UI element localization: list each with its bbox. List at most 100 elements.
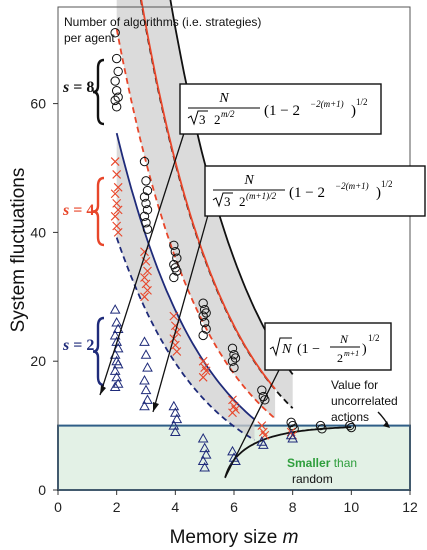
point-s8 (169, 272, 179, 283)
point-s8 (110, 95, 120, 106)
formula-2-paren: (1 − 2 (289, 185, 325, 201)
formula-2-num: N (243, 173, 254, 188)
formula-1-exp: m/2 (221, 109, 235, 119)
band-s4 (116, 0, 276, 419)
point-s4 (110, 211, 120, 221)
point-s8 (257, 385, 267, 395)
point-s2 (257, 439, 269, 449)
y-tick-label: 40 (30, 224, 46, 240)
s-var: s (62, 337, 69, 354)
point-s8 (198, 311, 208, 321)
s-value: = 2 (69, 337, 94, 354)
s-value: = 8 (69, 79, 94, 96)
x-axis-title-var: m (283, 527, 299, 548)
point-s2 (171, 413, 183, 424)
point-s8 (170, 247, 181, 257)
point-s2 (139, 375, 150, 385)
random-label: random (292, 472, 333, 486)
limit-curve (224, 426, 352, 478)
pointer-f1 (99, 129, 186, 396)
than-word: than (330, 456, 357, 470)
point-s2 (109, 304, 121, 314)
point-s2 (142, 362, 153, 372)
point-s2 (168, 420, 180, 430)
point-s8 (142, 224, 153, 234)
formula-2-pexp: −2(m+1) (335, 181, 369, 191)
formula-3-outer: 1/2 (368, 333, 380, 343)
point-s4 (228, 408, 237, 418)
point-s8 (201, 308, 211, 318)
point-s8 (113, 66, 123, 77)
point-s4 (110, 189, 120, 199)
point-s2 (169, 426, 181, 437)
point-s8 (199, 317, 210, 328)
brace-0 (92, 58, 105, 126)
point-s4 (143, 285, 152, 295)
pointer-f2 (152, 214, 209, 413)
point-s8 (198, 298, 208, 308)
point-s2 (199, 461, 211, 472)
brace-1 (92, 176, 105, 247)
band-s8 (140, 0, 293, 409)
point-s2 (197, 455, 209, 466)
point-s8 (142, 205, 153, 215)
curve-lower-s2 (115, 237, 255, 441)
x-tick-label: 0 (54, 499, 62, 515)
formula-2-root: 3 (224, 194, 231, 209)
uncorrelated-arrowhead (383, 421, 390, 428)
formula-1-outer: 1/2 (356, 97, 368, 107)
formula-1-box (179, 83, 382, 135)
curve-upper-s4 (140, 0, 276, 390)
point-s8 (139, 192, 150, 202)
point-s2 (142, 394, 153, 404)
formula-3-den: 2 (337, 351, 343, 365)
point-s2 (109, 381, 121, 391)
formula-3-close: ) (362, 342, 367, 357)
pointer-f1-arrow (100, 385, 106, 395)
point-s8 (141, 176, 151, 186)
point-s4 (143, 266, 152, 276)
formula-1: N3 2 m/2 (1 − 2 −2(m+1))1/2 (179, 83, 382, 135)
pointer-f3 (224, 367, 281, 479)
x-tick-label: 2 (113, 499, 121, 515)
point-s2 (139, 336, 150, 346)
point-s8 (317, 424, 327, 434)
formula-1-pexp: −2(m+1) (310, 99, 344, 109)
point-s2 (200, 449, 212, 459)
smaller-than-label: Smaller than (287, 456, 357, 470)
x-axis-title-text: Memory size (170, 527, 283, 548)
formula-2-box (204, 165, 426, 217)
point-s8 (142, 185, 153, 196)
formula-3-num: N (339, 332, 349, 346)
formula-1-base: 2 (214, 112, 221, 127)
point-s8 (113, 92, 123, 102)
formula-2: N3 2 (m+1)/2 (1 − 2 −2(m+1))1/2 (204, 165, 426, 217)
point-s8 (141, 218, 151, 228)
point-s4 (112, 170, 122, 179)
point-s8 (345, 420, 355, 431)
curve-upper-s2 (115, 132, 256, 421)
point-s2 (109, 329, 121, 340)
top-note-line1: Number of algorithms (i.e. strategies) (64, 15, 261, 29)
point-s2 (111, 371, 123, 382)
point-s2 (112, 342, 124, 353)
x-tick-label: 12 (402, 499, 418, 515)
x-tick-label: 4 (171, 499, 179, 515)
point-s8 (110, 28, 120, 38)
point-s8 (227, 356, 238, 366)
point-s8 (229, 362, 239, 373)
point-s2 (139, 400, 150, 411)
point-s8 (346, 422, 357, 433)
point-s4 (169, 311, 179, 321)
pointer-f2-arrow (153, 402, 159, 412)
curve-upper-s8 (169, 0, 294, 375)
formula-2-exp: (m+1)/2 (246, 191, 277, 201)
point-s8 (111, 102, 122, 112)
formula-3-sqrt (269, 337, 292, 357)
formula-1-num: N (218, 91, 229, 106)
point-s2 (111, 336, 123, 346)
s-var: s (62, 202, 69, 219)
point-s8 (230, 353, 241, 363)
point-s8 (110, 76, 120, 86)
uncorrelated-line1: Value for (331, 378, 378, 392)
